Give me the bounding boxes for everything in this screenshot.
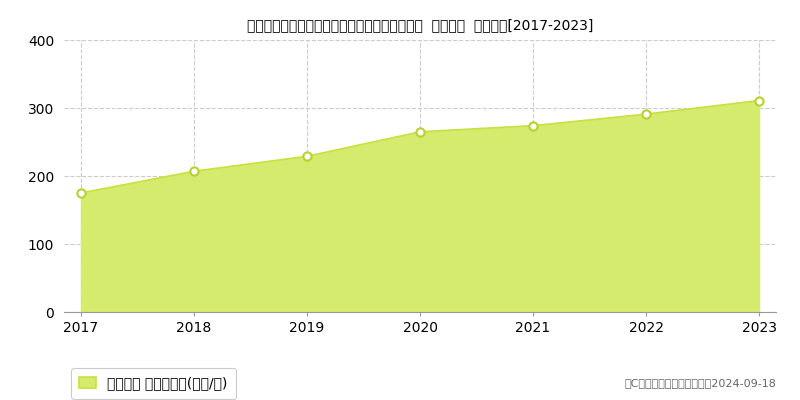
Point bbox=[74, 190, 87, 196]
Point bbox=[526, 122, 539, 129]
Point bbox=[301, 153, 314, 160]
Point bbox=[640, 111, 653, 117]
Point bbox=[187, 168, 200, 174]
Point bbox=[753, 97, 766, 104]
Legend: 公示地価 平均坪単価(万円/坪): 公示地価 平均坪単価(万円/坪) bbox=[71, 368, 236, 398]
Title: 北海道札幌市中央区大通西１８丁目１番２９外  公示地価  地価推移[2017-2023]: 北海道札幌市中央区大通西１８丁目１番２９外 公示地価 地価推移[2017-202… bbox=[247, 18, 593, 32]
Point bbox=[414, 129, 426, 135]
Text: （C）土地価格ドットコム　2024-09-18: （C）土地価格ドットコム 2024-09-18 bbox=[624, 378, 776, 388]
